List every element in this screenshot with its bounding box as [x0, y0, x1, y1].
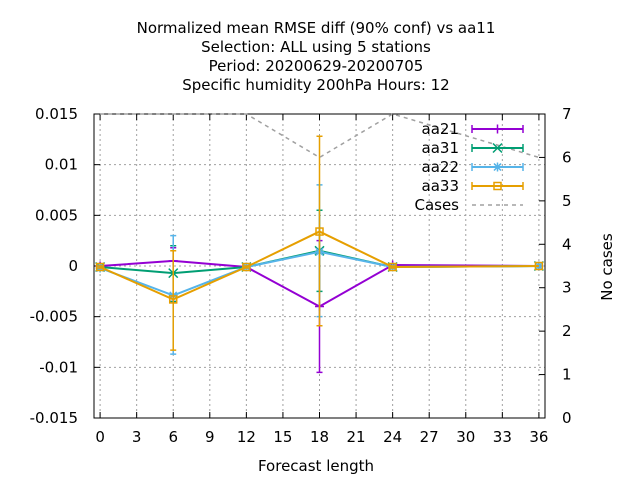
x-axis-label: Forecast length — [258, 457, 374, 475]
legend-cap — [471, 125, 524, 133]
x-tick-label: 9 — [205, 428, 215, 446]
title-line-3: Period: 20200629-20200705 — [209, 57, 424, 75]
error-bar — [389, 265, 396, 269]
y2-tick-label: 1 — [562, 366, 572, 384]
square-marker — [242, 262, 251, 272]
y-tick-label: -0.01 — [39, 358, 78, 376]
y2-tick-label: 0 — [562, 409, 572, 427]
series-aa33 — [95, 135, 544, 351]
x-tick-label: 36 — [529, 428, 548, 446]
x-tick-label: 6 — [168, 428, 178, 446]
axes: 0 3 6 9 12 15 18 21 24 27 30 33 36-0.015-0.01-0.0050… — [30, 105, 572, 446]
x-tick-label: 27 — [420, 428, 439, 446]
legend-label: aa31 — [422, 139, 459, 157]
x-tick-label: 24 — [383, 428, 402, 446]
y-tick-label: 0.015 — [35, 105, 78, 123]
legend-label: aa22 — [422, 158, 459, 176]
y-tick-label: 0.01 — [45, 156, 78, 174]
x-tick-label: 15 — [273, 428, 292, 446]
legend-entry-aa33: aa33 — [422, 177, 524, 195]
y-tick-label: -0.005 — [30, 308, 78, 326]
series-layer — [95, 113, 544, 374]
x-tick-label: 21 — [347, 428, 366, 446]
x-tick-label: 12 — [237, 428, 256, 446]
error-bar — [243, 265, 250, 269]
legend-label: Cases — [414, 196, 459, 214]
series-line — [100, 259, 539, 308]
y-tick-label: -0.015 — [30, 409, 78, 427]
y2-tick-label: 2 — [562, 322, 572, 340]
series-line — [99, 230, 539, 301]
legend-label: aa33 — [422, 177, 459, 195]
legend-label: aa21 — [422, 120, 459, 138]
error-bar — [97, 265, 104, 269]
square-marker — [95, 262, 105, 272]
y2-tick-label: 3 — [562, 279, 572, 297]
y2-axis-label: No cases — [598, 233, 616, 301]
square-marker — [168, 295, 178, 304]
chart-title: Normalized mean RMSE diff (90% conf) vs … — [137, 19, 496, 94]
legend-entry-aa21: aa21 — [422, 120, 524, 138]
square-marker — [388, 262, 397, 272]
legend-entry-aa31: aa31 — [422, 139, 524, 157]
title-line-2: Selection: ALL using 5 stations — [201, 38, 431, 56]
x-tick-label: 33 — [493, 428, 512, 446]
error-bar — [170, 250, 177, 351]
y2-tick-label: 6 — [562, 148, 572, 166]
x-marker — [492, 142, 503, 154]
legend-cap — [471, 163, 524, 171]
square-marker — [315, 227, 324, 236]
x-tick-label: 3 — [132, 428, 142, 446]
y2-tick-label: 7 — [562, 105, 572, 123]
title-line-1: Normalized mean RMSE diff (90% conf) vs … — [137, 19, 496, 37]
square-marker — [493, 181, 502, 191]
legend-entry-aa22: aa22 — [422, 158, 524, 176]
x-tick-label: 18 — [310, 428, 329, 446]
plus-marker — [493, 124, 502, 134]
legend-cap — [471, 144, 524, 152]
y2-tick-label: 5 — [562, 192, 572, 210]
legend-cap — [471, 182, 524, 190]
legend-entry-cases: Cases — [414, 196, 523, 214]
x-tick-label: 0 — [95, 428, 105, 446]
y-tick-label: 0 — [68, 257, 78, 275]
title-line-4: Specific humidity 200hPa Hours: 12 — [182, 76, 449, 94]
y-tick-label: 0.005 — [35, 206, 78, 224]
y2-tick-label: 4 — [562, 235, 572, 253]
x-tick-label: 30 — [456, 428, 475, 446]
star-marker — [493, 162, 502, 172]
error-bar — [316, 135, 323, 327]
square-marker — [534, 261, 544, 271]
